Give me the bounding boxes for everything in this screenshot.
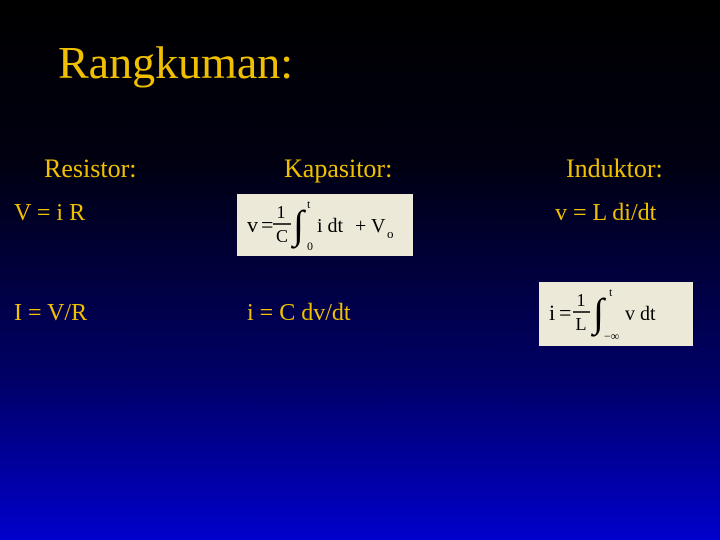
eq-i-int-upper: t xyxy=(609,285,613,299)
eq-frac-den: C xyxy=(276,226,288,246)
header-resistor: Resistor: xyxy=(44,154,136,184)
eq-i-integrand: v dt xyxy=(625,303,656,325)
induktor-current-equation: i = 1 L ∫ t −∞ v dt xyxy=(539,282,693,346)
eq-int-lower: 0 xyxy=(307,239,313,253)
induktor-voltage: v = L di/dt xyxy=(555,200,656,227)
eq-integrand: i dt xyxy=(317,215,344,237)
resistor-current: I = V/R xyxy=(14,300,87,327)
eq-plus: + xyxy=(355,215,366,237)
resistor-voltage: V = i R xyxy=(14,200,85,227)
header-kapasitor: Kapasitor: xyxy=(284,154,392,184)
header-induktor: Induktor: xyxy=(566,154,663,184)
integral-sign: ∫ xyxy=(290,202,307,249)
kapasitor-current: i = C dv/dt xyxy=(247,300,351,327)
eq-i-equals: = xyxy=(559,300,571,325)
eq-v0-sub: o xyxy=(387,226,394,241)
eq-v-lhs: v xyxy=(247,212,258,237)
eq-v0: V xyxy=(371,215,386,237)
kapasitor-voltage-equation: v = 1 C ∫ t 0 i dt + V o xyxy=(237,194,413,256)
eq-frac-num: 1 xyxy=(277,202,286,222)
slide-title: Rangkuman: xyxy=(58,36,293,89)
eq-i-lhs: i xyxy=(549,300,555,325)
eq-i-int-lower: −∞ xyxy=(604,329,619,343)
eq-equals: = xyxy=(261,212,273,237)
eq-i-frac-den: L xyxy=(576,314,587,334)
eq-int-upper: t xyxy=(307,197,311,211)
eq-i-frac-num: 1 xyxy=(577,290,586,310)
